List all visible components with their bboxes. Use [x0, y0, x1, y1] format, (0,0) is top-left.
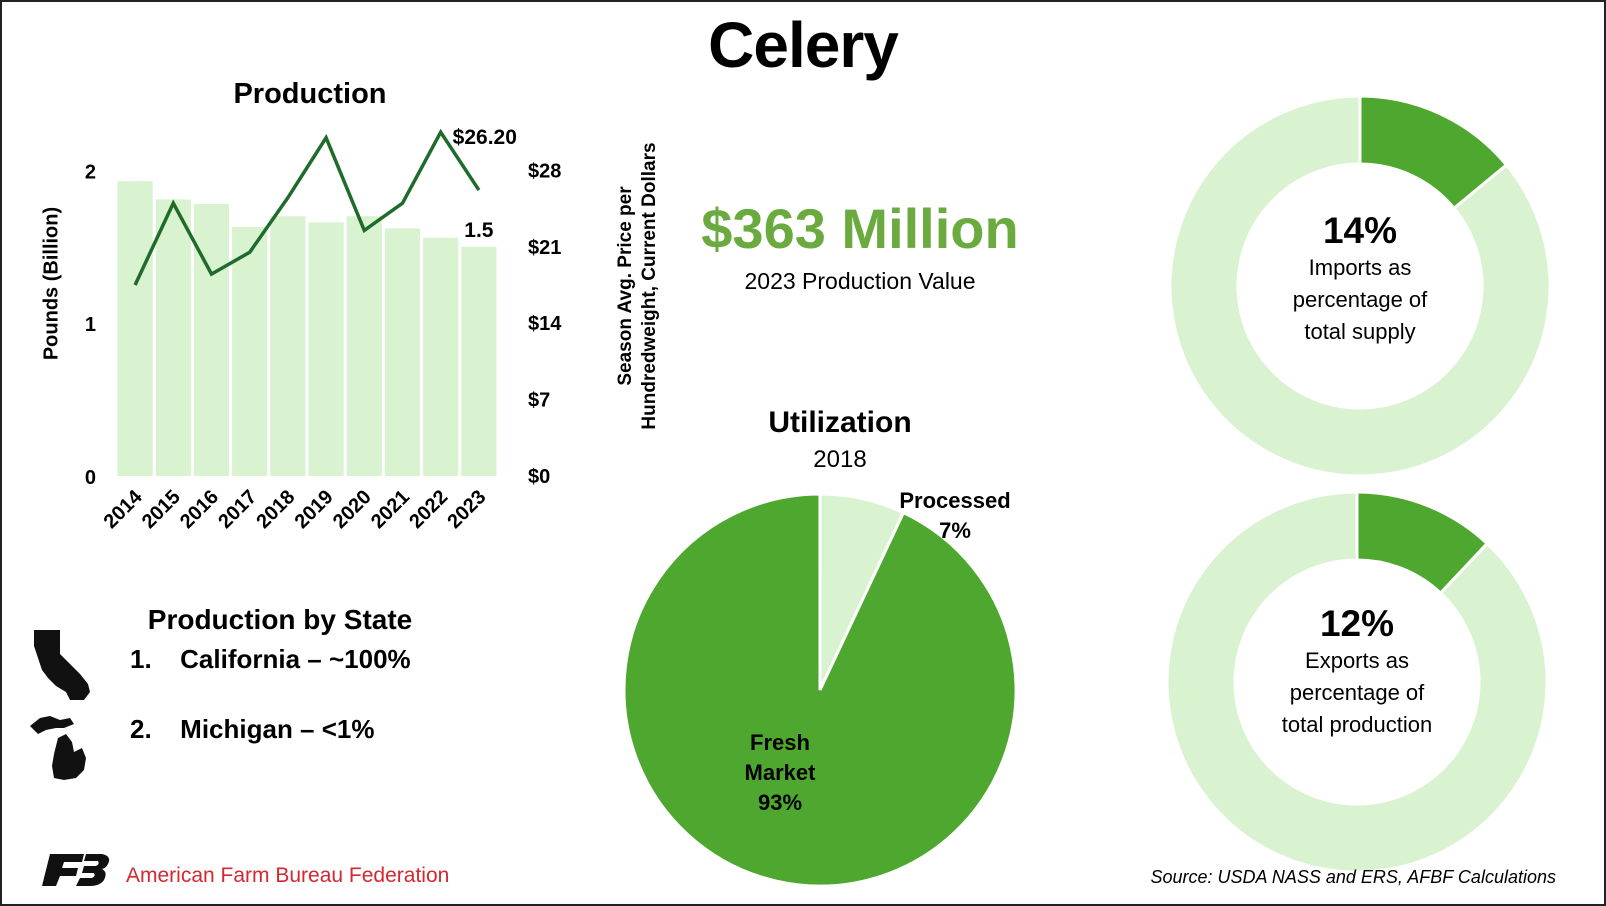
state-text: Michigan – <1% — [180, 714, 375, 744]
x-tick-label: 2015 — [138, 486, 185, 533]
org-name: American Farm Bureau Federation — [126, 864, 450, 887]
production-bar — [232, 226, 268, 476]
x-tick-label: 2020 — [329, 486, 376, 533]
y2-tick-label: $28 — [528, 160, 561, 182]
imports-label-line1: Imports as — [1308, 255, 1412, 280]
state-item-michigan: 2. Michigan – <1% — [130, 714, 375, 745]
exports-donut-center: 12% Exports as percentage of total produ… — [1237, 603, 1477, 741]
y2-tick-label: $21 — [528, 237, 561, 259]
state-text: California – ~100% — [180, 644, 411, 674]
state-rank: 1. — [130, 644, 152, 674]
pie-label-processed: Processed 7% — [880, 486, 1030, 546]
production-value-label: 2023 Production Value — [744, 268, 976, 294]
donut-value-segment — [1358, 94, 1509, 211]
utilization-title: Utilization — [768, 406, 912, 439]
production-bar — [346, 216, 382, 477]
imports-label-line2: percentage of — [1292, 287, 1428, 312]
pie-label-processed-name: Processed — [899, 488, 1011, 513]
exports-pct: 12% — [1319, 603, 1395, 644]
imports-label-line3: total supply — [1304, 319, 1416, 344]
x-tick-label: 2019 — [291, 486, 338, 533]
donut-value-segment — [1355, 490, 1490, 596]
exports-label-line1: Exports as — [1305, 648, 1409, 673]
production-chart: 0 1 2 $0 $7 $14 $21 $28 201420152016201720182019… — [85, 126, 562, 533]
imports-pct: 14% — [1322, 210, 1398, 251]
california-map-icon — [34, 630, 90, 700]
imports-donut-center: 14% Imports as percentage of total suppl… — [1240, 210, 1480, 348]
y-tick-label: 1 — [85, 314, 96, 336]
x-tick-label: 2014 — [100, 485, 148, 533]
x-tick-label: 2022 — [405, 486, 452, 533]
production-bar — [270, 216, 306, 477]
y2-tick-label: $0 — [528, 466, 550, 488]
pie-slice-fresh-market — [622, 492, 1018, 888]
production-value-amount: $363 Million — [701, 197, 1019, 260]
exports-label-line2: percentage of — [1289, 680, 1425, 705]
x-tick-label: 2017 — [214, 486, 261, 533]
production-bar — [193, 204, 230, 477]
utilization-year: 2018 — [813, 446, 867, 473]
production-chart-title: Production — [233, 78, 387, 110]
michigan-map-icon — [30, 716, 86, 780]
production-bar — [461, 246, 497, 476]
donut-remainder-segment — [1165, 490, 1549, 874]
y2-tick-label: $14 — [528, 313, 562, 335]
y-tick-label: 0 — [85, 467, 96, 489]
production-by-state-title: Production by State — [147, 604, 413, 635]
pie-label-fresh-market-pct: 93% — [757, 790, 803, 815]
utilization-pie — [622, 492, 1018, 888]
production-bar — [155, 199, 191, 476]
exports-label-line3: total production — [1281, 712, 1433, 737]
y2-tick-label: $7 — [528, 390, 550, 412]
production-bar — [117, 181, 153, 476]
production-bar — [384, 228, 421, 476]
exports-donut — [1165, 490, 1549, 874]
pie-label-fresh-market-name: Fresh Market — [744, 730, 816, 785]
source-note: Source: USDA NASS and ERS, AFBF Calculat… — [1150, 867, 1556, 887]
page-title: Celery — [708, 9, 899, 81]
line-data-label: $26.20 — [453, 126, 517, 149]
x-tick-label: 2021 — [367, 486, 414, 533]
bar-data-label: 1.5 — [464, 219, 494, 242]
x-tick-label: 2018 — [252, 486, 299, 533]
state-rank: 2. — [130, 714, 152, 744]
pie-label-fresh-market: Fresh Market 93% — [700, 728, 860, 818]
x-tick-label: 2023 — [443, 486, 490, 533]
donut-remainder-segment — [1168, 94, 1552, 478]
afbf-logo-icon — [42, 854, 110, 886]
price-line — [133, 128, 481, 286]
x-tick-label: 2016 — [176, 486, 223, 533]
imports-donut — [1168, 94, 1552, 478]
production-bar — [423, 237, 459, 476]
state-item-california: 1. California – ~100% — [130, 644, 411, 675]
y-tick-label: 2 — [85, 161, 96, 183]
pie-label-processed-pct: 7% — [939, 518, 971, 543]
production-bar — [308, 222, 344, 476]
